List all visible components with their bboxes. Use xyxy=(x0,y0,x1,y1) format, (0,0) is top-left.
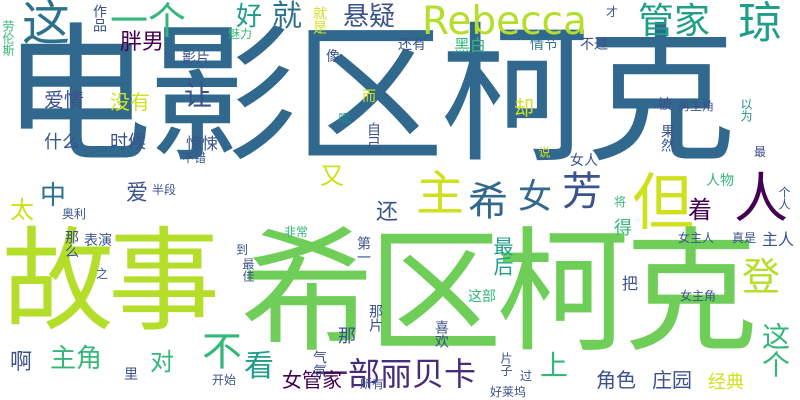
word: 说 xyxy=(537,146,551,158)
word: 上 xyxy=(540,349,569,382)
word: 却 xyxy=(514,96,534,120)
word: 过 xyxy=(520,369,533,383)
word: 着 xyxy=(688,196,712,224)
word: 时候 xyxy=(110,132,146,153)
word: 将 xyxy=(614,195,627,209)
word: Rebecca xyxy=(422,0,587,44)
word: 女主角 xyxy=(680,289,717,303)
word: 角色 xyxy=(596,368,636,392)
word: 那么 xyxy=(63,230,79,258)
word: 什么 xyxy=(44,132,80,153)
word: 庄园 xyxy=(652,368,692,392)
word: 希区柯克 xyxy=(240,215,758,371)
word: 喜欢 xyxy=(433,320,449,348)
word: 一个 xyxy=(110,0,187,43)
word: 魅力 xyxy=(228,27,253,41)
word: 主角 xyxy=(50,344,103,374)
word: 不过 xyxy=(580,37,608,53)
word: 气氛 xyxy=(311,350,327,378)
word: 好 xyxy=(236,2,263,32)
word: 半段 xyxy=(152,183,177,197)
word: 中 xyxy=(40,181,67,211)
word: 就是 xyxy=(311,6,327,34)
word: 呢 xyxy=(337,112,351,124)
word: 还 xyxy=(376,200,399,225)
word: 那片 xyxy=(367,304,383,332)
word: 电影区柯克 xyxy=(2,10,736,184)
word: 管家 xyxy=(638,1,711,42)
word: 最佳 xyxy=(241,258,255,282)
word: 真是 xyxy=(732,231,757,245)
word: 悬疑 xyxy=(343,2,396,32)
word: 看 xyxy=(244,349,274,384)
word: 没有 xyxy=(110,90,150,114)
word: 个人 xyxy=(777,186,791,210)
word: 作品 xyxy=(91,4,107,32)
word: 最 xyxy=(754,145,767,159)
word: 像 xyxy=(326,49,340,65)
word: 男主角 xyxy=(678,99,715,113)
word: 故事 xyxy=(2,217,220,347)
word: 还有 xyxy=(398,37,426,53)
word: 女管家 xyxy=(282,368,342,392)
word: 就 xyxy=(272,0,302,34)
word: 最后 xyxy=(490,236,514,276)
word: 被 xyxy=(658,97,672,113)
word: 爱 xyxy=(126,181,149,206)
word: 而 xyxy=(362,89,376,105)
word: 不 xyxy=(202,329,242,375)
word: 第一 xyxy=(355,236,371,264)
word: 表演 xyxy=(84,233,112,249)
word: 非常 xyxy=(284,225,309,239)
word: 里 xyxy=(124,367,138,383)
word: 一部丽贝卡 xyxy=(316,355,477,393)
word: 爱情 xyxy=(44,88,84,112)
word: 女人 xyxy=(570,153,598,169)
word: 情节 xyxy=(530,37,558,53)
word: 又 xyxy=(320,162,344,190)
word: 女 xyxy=(518,177,552,217)
word: 片子 xyxy=(499,352,513,376)
word: 之 xyxy=(96,267,109,281)
word: 把 xyxy=(622,274,639,293)
word: 奥利 xyxy=(62,207,87,221)
word: 对 xyxy=(150,348,174,376)
word: 太 xyxy=(10,196,34,224)
word: 以为 xyxy=(739,98,753,122)
word: 芳 xyxy=(562,169,602,215)
word: 啊 xyxy=(10,350,33,375)
word: 不错 xyxy=(182,151,207,165)
word: 这 xyxy=(22,0,71,52)
word: 登 xyxy=(742,255,781,299)
word: 主 xyxy=(416,166,465,222)
word: 经典 xyxy=(708,372,744,393)
word: 得 xyxy=(614,218,632,239)
word: 自己 xyxy=(365,122,381,150)
word: 黑白 xyxy=(454,36,487,55)
word: 但 xyxy=(632,166,695,239)
word: 惊悚 xyxy=(186,134,219,153)
word: 劳伦斯 xyxy=(1,20,15,56)
word: 女主人 xyxy=(678,231,715,245)
word: 希 xyxy=(468,179,508,225)
word: 胖男 xyxy=(120,30,165,55)
word: 这部 xyxy=(468,289,496,305)
word: 琼 xyxy=(738,0,782,49)
word: 人 xyxy=(734,167,788,230)
word: 所有 xyxy=(360,377,385,391)
word: 到 xyxy=(236,243,249,257)
word: 好莱坞 xyxy=(490,385,527,399)
word: 才 xyxy=(606,5,619,19)
word: 让 xyxy=(184,79,213,112)
word: 那 xyxy=(335,326,356,344)
word: 开始 xyxy=(212,373,237,387)
word: 这个 xyxy=(758,322,791,378)
word: 主人 xyxy=(762,230,795,249)
word: 影片 xyxy=(182,51,210,67)
word: 果然 xyxy=(659,124,675,152)
word: 人物 xyxy=(706,173,734,189)
